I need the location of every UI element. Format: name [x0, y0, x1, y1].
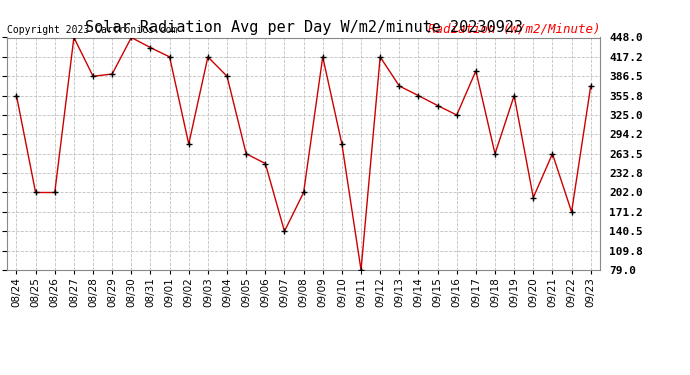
Title: Solar Radiation Avg per Day W/m2/minute 20230923: Solar Radiation Avg per Day W/m2/minute …	[85, 20, 522, 35]
Text: Radiation (W/m2/Minute): Radiation (W/m2/Minute)	[428, 22, 600, 35]
Text: Copyright 2023 Cartronics.com: Copyright 2023 Cartronics.com	[7, 25, 177, 35]
